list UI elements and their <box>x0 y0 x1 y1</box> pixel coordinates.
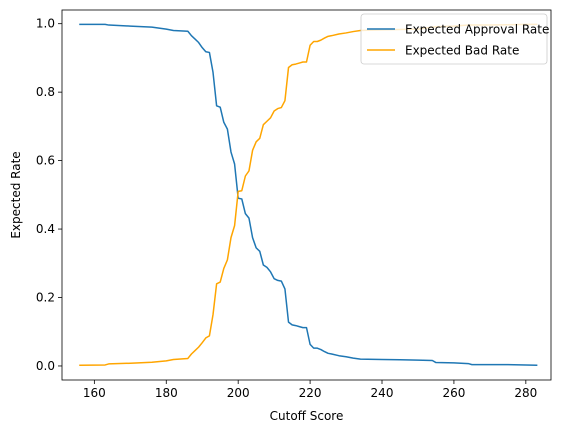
x-tick-label: 260 <box>442 386 465 400</box>
legend-box <box>360 13 548 65</box>
x-tick-label: 160 <box>83 386 106 400</box>
x-tick-label: 280 <box>514 386 537 400</box>
y-tick-label: 1.0 <box>36 17 55 31</box>
y-tick-label: 0.6 <box>36 154 55 168</box>
x-axis-ticks: 160 180 200 220 240 260 280 <box>83 380 537 400</box>
y-tick-label: 0.2 <box>36 291 55 305</box>
y-tick-label: 0.0 <box>36 359 55 373</box>
legend-label: Expected Approval Rate <box>405 23 549 37</box>
legend: Expected Approval Rate Expected Bad Rate <box>360 13 549 65</box>
x-tick-label: 200 <box>227 386 250 400</box>
y-axis-label: Expected Rate <box>9 151 23 238</box>
series-line-approval-rate <box>79 23 538 367</box>
x-tick-label: 240 <box>371 386 394 400</box>
y-axis-ticks: 0.0 0.2 0.4 0.6 0.8 1.0 <box>36 17 62 373</box>
y-tick-label: 0.8 <box>36 85 55 99</box>
legend-label: Expected Bad Rate <box>405 44 519 58</box>
x-tick-label: 180 <box>155 386 178 400</box>
x-axis-label: Cutoff Score <box>270 409 344 423</box>
x-tick-label: 220 <box>299 386 322 400</box>
axes-frame <box>61 9 552 381</box>
y-tick-label: 0.4 <box>36 222 55 236</box>
